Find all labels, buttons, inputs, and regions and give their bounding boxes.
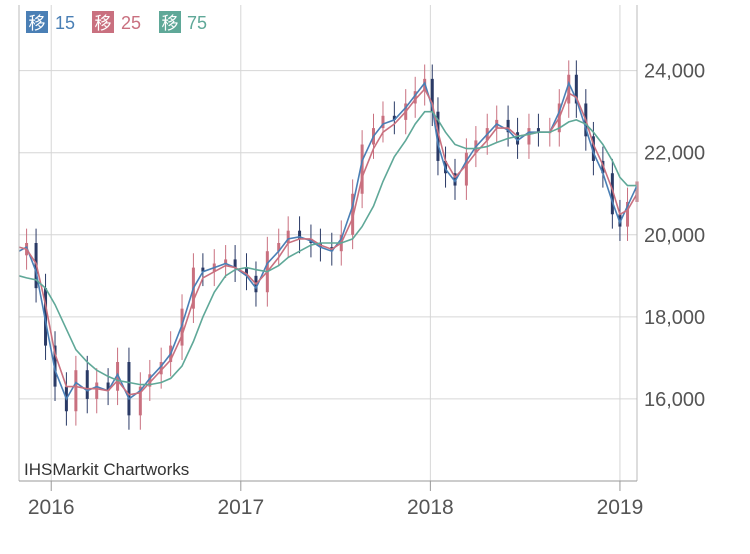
candle-body bbox=[74, 370, 78, 412]
candle-body bbox=[224, 259, 228, 264]
candle-body bbox=[44, 288, 48, 346]
candle-body bbox=[430, 78, 434, 112]
candle-body bbox=[610, 173, 614, 215]
candle-body bbox=[127, 362, 131, 416]
candle-body bbox=[233, 259, 237, 268]
axes: 16,000 18,000 20,000 22,000 24,000 2016 2017 20… bbox=[18, 5, 705, 519]
legend-badge-3 bbox=[159, 11, 181, 33]
candle-body bbox=[392, 115, 396, 120]
candle-body bbox=[201, 267, 205, 272]
legend: 移 15 移 25 移 75 bbox=[26, 11, 207, 33]
candle-body bbox=[244, 267, 248, 276]
legend-label-3: 75 bbox=[187, 13, 207, 33]
candle-body bbox=[464, 152, 468, 186]
ma-line-75 bbox=[18, 110, 637, 386]
candle-body bbox=[516, 132, 520, 145]
grid bbox=[19, 5, 637, 481]
y-tick-label: 20,000 bbox=[644, 225, 705, 247]
legend-badge-1 bbox=[26, 11, 48, 33]
candle-body bbox=[286, 230, 290, 243]
candle-body bbox=[138, 386, 142, 416]
legend-label-2: 25 bbox=[121, 13, 141, 33]
x-tick-label: 2019 bbox=[597, 496, 644, 519]
candle-body bbox=[360, 144, 364, 194]
candle-body bbox=[591, 136, 595, 161]
candle-body bbox=[506, 119, 510, 133]
legend-label-1: 15 bbox=[55, 13, 75, 33]
candle-body bbox=[626, 201, 630, 227]
candle-body bbox=[116, 362, 120, 391]
candle-body bbox=[536, 128, 540, 133]
y-tick-label: 24,000 bbox=[644, 61, 705, 83]
watermark: IHSMarkit Chartworks bbox=[24, 460, 189, 479]
candle-body bbox=[381, 115, 385, 129]
candle-body bbox=[95, 382, 99, 399]
candle-body bbox=[567, 74, 571, 104]
candle-body bbox=[527, 128, 531, 145]
candle-body bbox=[453, 173, 457, 186]
x-tick-label: 2017 bbox=[217, 496, 264, 519]
candle-body bbox=[298, 230, 302, 239]
candle-body bbox=[106, 382, 110, 391]
y-tick-label: 18,000 bbox=[644, 307, 705, 329]
x-tick-label: 2016 bbox=[28, 496, 75, 519]
legend-badge-2 bbox=[92, 11, 114, 33]
legend-badge-2-text: 移 bbox=[95, 14, 112, 33]
candle-body bbox=[148, 374, 152, 387]
candle-body bbox=[436, 111, 440, 161]
candle-body bbox=[159, 362, 163, 375]
candle-body bbox=[85, 370, 89, 399]
candle-body bbox=[574, 74, 578, 104]
legend-badge-3-text: 移 bbox=[162, 14, 179, 33]
legend-badge-1-text: 移 bbox=[29, 14, 46, 33]
y-tick-label: 16,000 bbox=[644, 389, 705, 411]
x-tick-label: 2018 bbox=[407, 496, 454, 519]
candle-body bbox=[277, 243, 281, 252]
candle-body bbox=[351, 193, 355, 235]
y-tick-label: 22,000 bbox=[644, 143, 705, 165]
plot-marks bbox=[18, 60, 639, 430]
candle-body bbox=[413, 91, 417, 104]
